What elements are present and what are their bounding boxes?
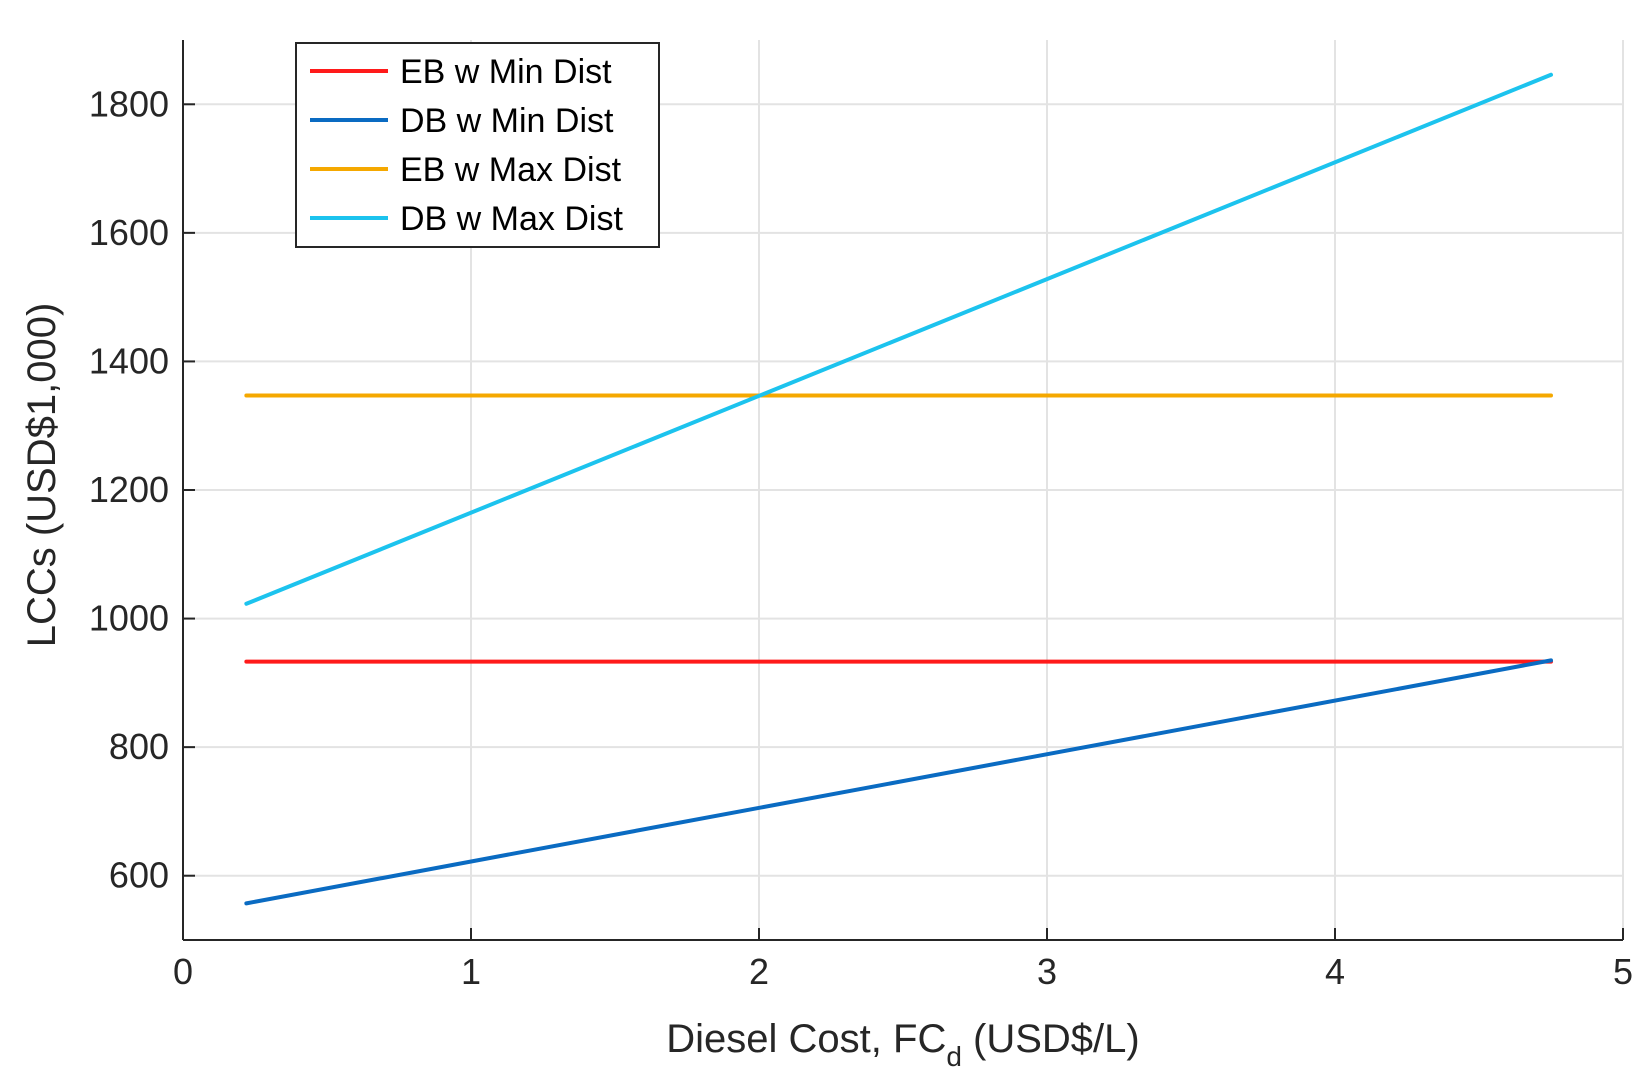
x-axis-label: Diesel Cost, FCd (USD$/L)	[666, 1017, 1139, 1072]
y-tick-label: 1200	[89, 469, 169, 510]
x-tick-label: 0	[173, 951, 193, 992]
x-tick-label: 5	[1613, 951, 1633, 992]
legend-label: DB w Max Dist	[400, 200, 623, 238]
x-tick-label: 1	[461, 951, 481, 992]
legend-box	[295, 42, 660, 248]
x-tick-label: 3	[1037, 951, 1057, 992]
series-line-db-w-max-dist	[244, 72, 1553, 606]
y-tick-label: 1000	[89, 598, 169, 639]
y-tick-label: 600	[109, 855, 169, 896]
x-axis-label-subscript: d	[946, 1041, 962, 1072]
legend-label: DB w Min Dist	[400, 102, 614, 140]
x-tick-label: 4	[1325, 951, 1345, 992]
y-tick-label: 1400	[89, 340, 169, 381]
series-lines	[244, 72, 1553, 906]
x-axis-label-main: Diesel Cost, FC	[666, 1017, 946, 1061]
y-tick-label: 1600	[89, 212, 169, 253]
legend: EB w Min Dist DB w Min Dist EB w Max Dist D…	[295, 42, 660, 248]
y-axis-label: LCCs (USD$1,000)	[20, 303, 64, 648]
series-line-db-w-min-dist	[244, 658, 1553, 906]
legend-label: EB w Min Dist	[400, 53, 612, 91]
x-axis-label-suffix: (USD$/L)	[962, 1017, 1140, 1061]
x-tick-label: 2	[749, 951, 769, 992]
y-tick-label: 1800	[89, 83, 169, 124]
y-tick-label: 800	[109, 726, 169, 767]
legend-label: EB w Max Dist	[400, 151, 622, 189]
y-axis-ticks: 600 800 1000 1200 1400 1600 1800	[89, 83, 195, 896]
x-axis-ticks: 0 1 2 3 4 5	[173, 928, 1633, 992]
